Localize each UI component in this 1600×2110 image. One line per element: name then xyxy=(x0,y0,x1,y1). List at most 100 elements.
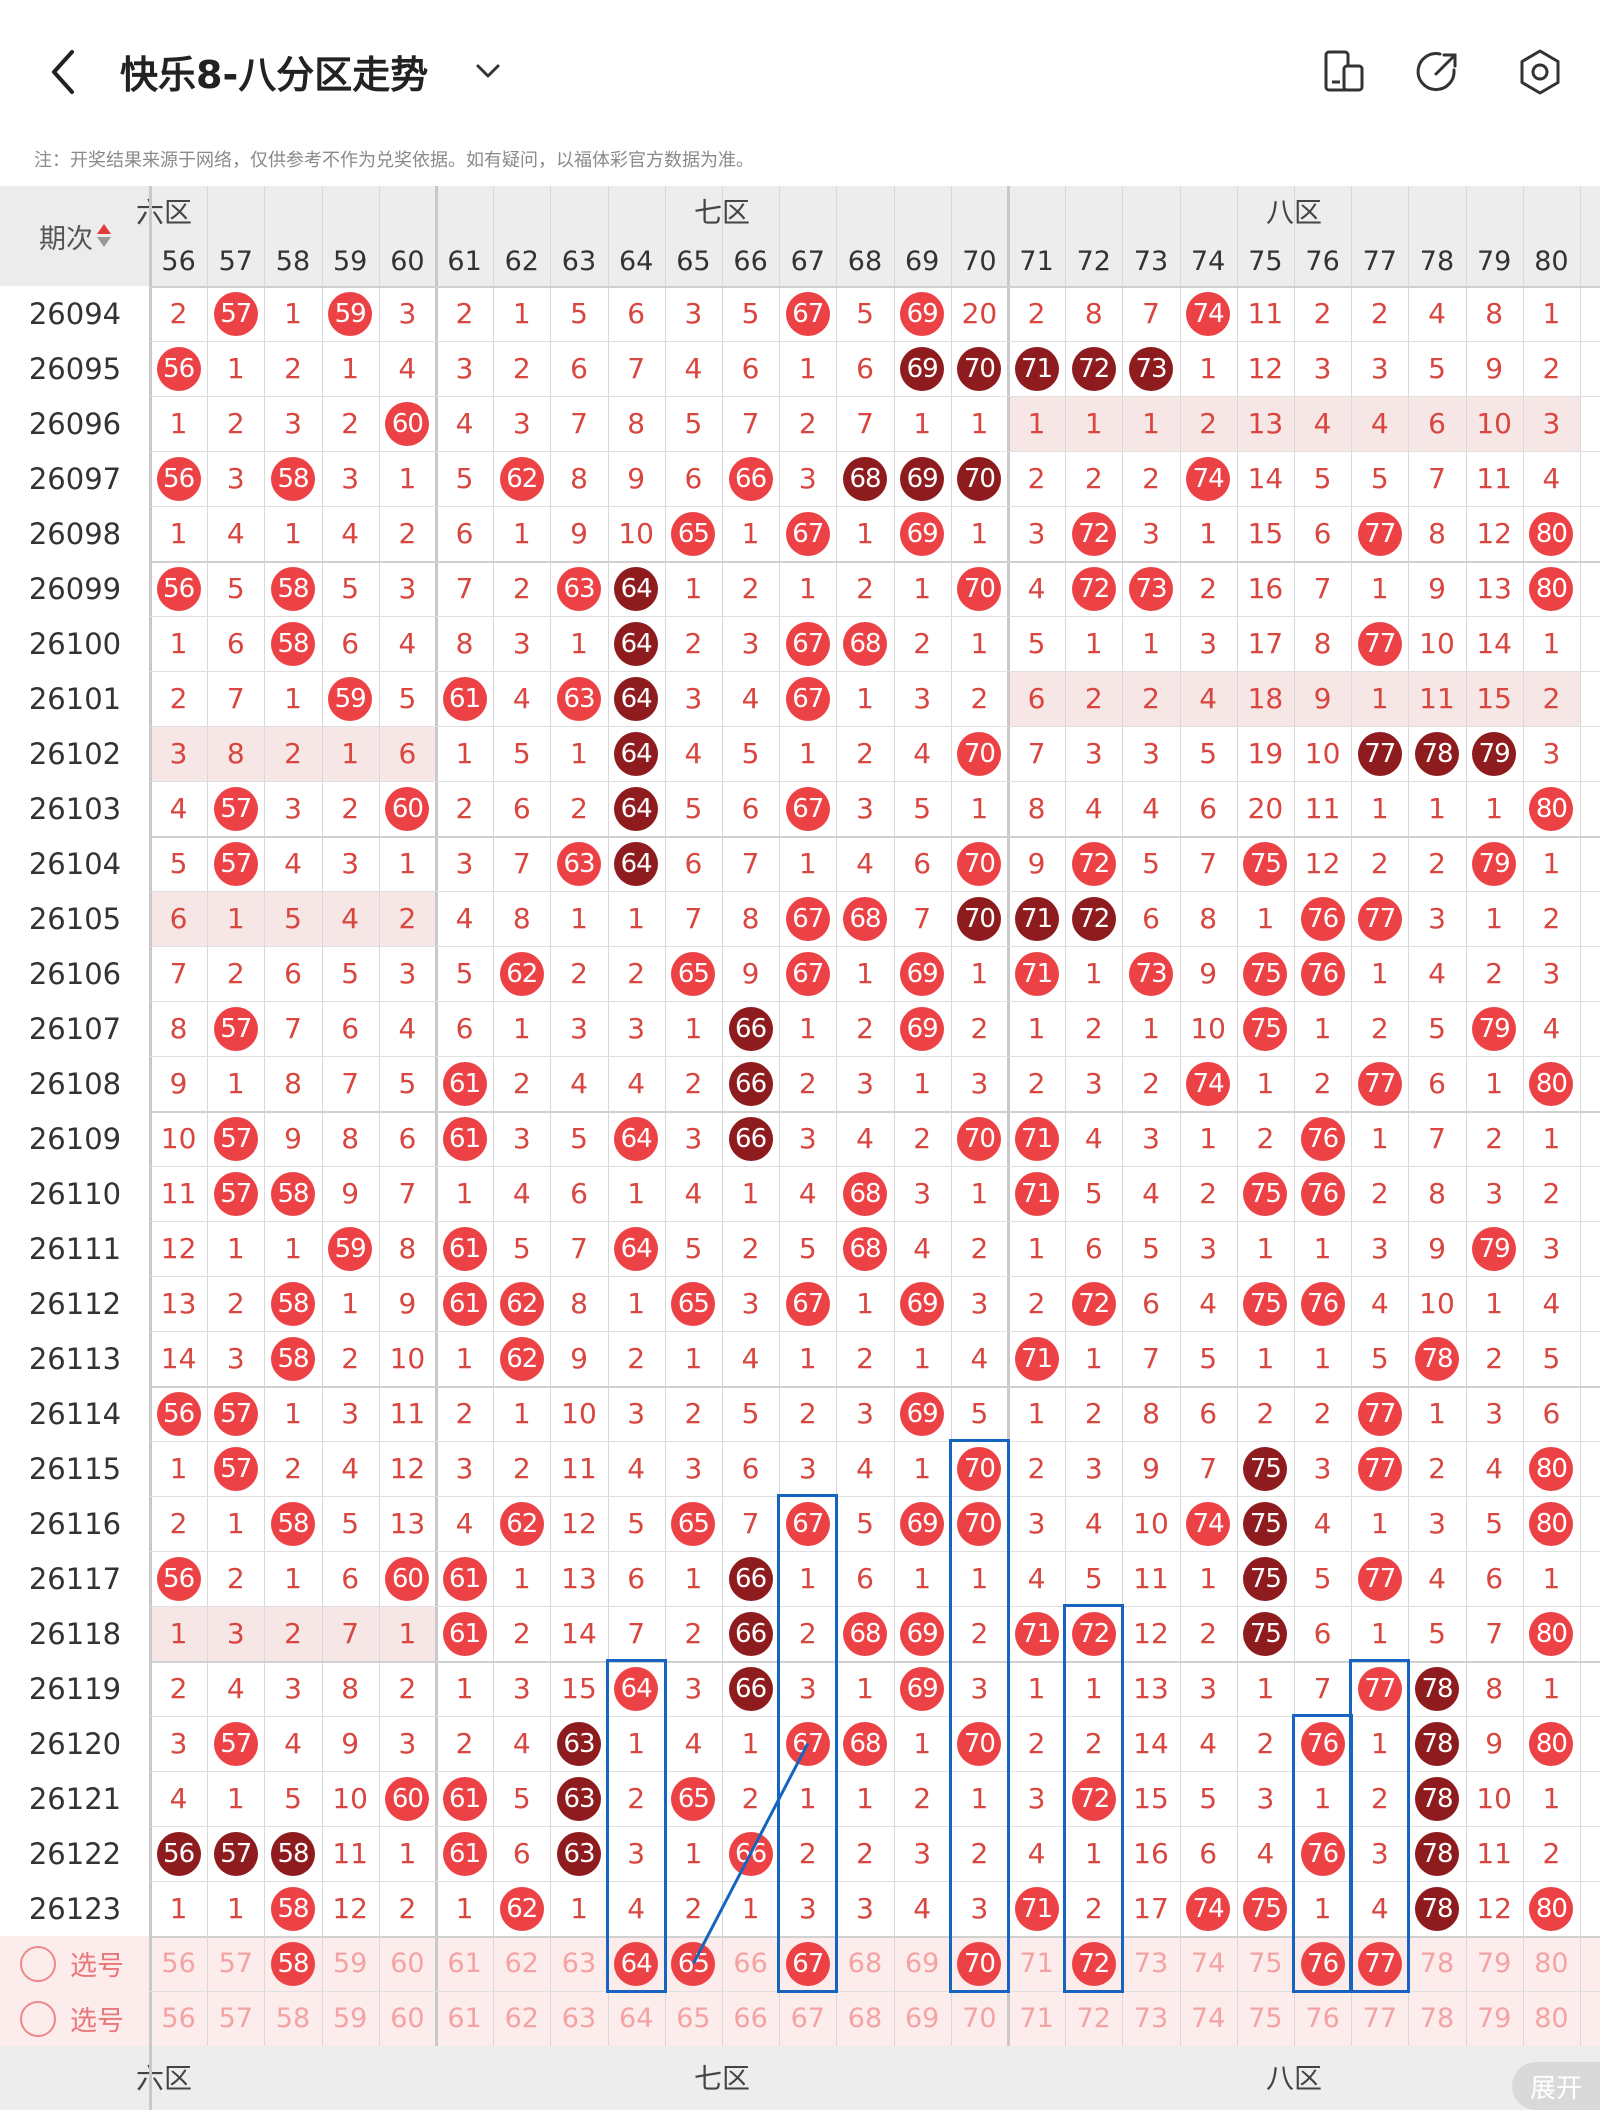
hit-ball: 69 xyxy=(900,1281,945,1326)
table-cell: 67 xyxy=(779,671,836,726)
hit-ball: 69 xyxy=(900,951,945,996)
table-cell: 11 xyxy=(389,1397,426,1430)
hit-ball: 57 xyxy=(213,841,258,886)
table-cell: 6 xyxy=(570,1177,588,1210)
number-header: 66 xyxy=(733,245,768,277)
table-cell: 1 xyxy=(1256,1067,1275,1100)
sort-icon[interactable] xyxy=(97,224,111,248)
table-cell: 57 xyxy=(207,1441,264,1496)
table-cell: 5 xyxy=(512,1232,531,1265)
table-cell: 10 xyxy=(1419,627,1455,660)
hit-ball: 75 xyxy=(1243,1886,1288,1931)
table-cell: 4 xyxy=(856,1122,874,1155)
table-cell: 11 xyxy=(1419,682,1455,715)
table-cell: 3 xyxy=(226,1617,245,1650)
table-cell: 56 xyxy=(150,561,207,616)
table-cell: 67 xyxy=(779,781,836,836)
select-radio-icon[interactable] xyxy=(20,1945,56,1982)
table-cell: 7 xyxy=(1485,1617,1504,1650)
select-label-text: 选号 xyxy=(70,1951,124,1982)
table-cell: 80 xyxy=(1523,1606,1580,1661)
table-cell: 1 xyxy=(1084,627,1103,660)
page-title[interactable]: 快乐8-八分区走势 xyxy=(120,53,429,97)
table-cell: 70 xyxy=(951,1496,1008,1551)
table-cell: 3 xyxy=(1199,1672,1218,1705)
number-header: 65 xyxy=(676,245,711,277)
table-cell: 3 xyxy=(1199,1232,1218,1265)
table-cell: 8 xyxy=(512,902,531,935)
hit-ball: 70 xyxy=(957,566,1002,611)
period-header[interactable]: 期次 xyxy=(0,186,150,286)
table-cell: 6 xyxy=(398,1122,417,1155)
select-label[interactable]: 选号 xyxy=(0,1936,150,1991)
select-number[interactable]: 56 xyxy=(161,1948,196,1979)
table-cell: 4 xyxy=(1370,1892,1389,1925)
hit-ball: 71 xyxy=(1014,1886,1059,1931)
table-cell: 56 xyxy=(150,341,207,396)
table-cell: 57 xyxy=(207,781,264,836)
number-header: 62 xyxy=(504,245,539,277)
hit-ball: 60 xyxy=(385,1776,430,1821)
device-icon[interactable] xyxy=(1318,46,1370,98)
table-cell: 4 xyxy=(684,737,703,770)
back-icon[interactable] xyxy=(38,42,90,102)
table-cell: 11 xyxy=(1133,1562,1169,1595)
table-cell: 5 xyxy=(1428,1012,1446,1045)
share-icon[interactable] xyxy=(1412,46,1464,98)
table-cell: 1 xyxy=(627,902,646,935)
hit-ball: 71 xyxy=(1014,951,1059,996)
table-cell: 5 xyxy=(1428,1617,1446,1650)
table-cell: 2 xyxy=(1542,682,1561,715)
table-cell: 4 xyxy=(1142,1177,1160,1210)
table-cell: 4 xyxy=(684,352,703,385)
table-cell: 1 xyxy=(341,352,360,385)
table-cell: 62 xyxy=(493,1276,550,1331)
hit-ball: 68 xyxy=(842,621,887,666)
table-cell: 76 xyxy=(1294,946,1351,1001)
table-cell: 11 xyxy=(1247,297,1284,330)
table-cell: 1 xyxy=(970,1177,989,1210)
table-cell: 1 xyxy=(1370,1507,1389,1540)
table-cell: 1 xyxy=(684,1342,703,1375)
table-cell: 3 xyxy=(684,1672,703,1705)
table-cell: 2 xyxy=(284,1617,302,1650)
expand-button[interactable]: 展开 xyxy=(1512,2062,1600,2110)
hit-ball: 72 xyxy=(1071,841,1116,886)
table-cell: 1 xyxy=(798,572,817,605)
hit-ball: 69 xyxy=(900,1391,945,1436)
table-cell: 6 xyxy=(856,352,874,385)
period-cell: 26103 xyxy=(0,781,150,836)
table-cell: 2 xyxy=(1027,1287,1046,1320)
table-cell: 64 xyxy=(608,561,665,616)
table-cell: 2 xyxy=(1542,1837,1561,1870)
number-header: 72 xyxy=(1076,245,1111,277)
table-cell: 68 xyxy=(836,1716,893,1771)
settings-icon[interactable] xyxy=(1514,46,1566,98)
hit-ball: 61 xyxy=(442,1281,487,1326)
table-cell: 78 xyxy=(1408,1826,1465,1881)
period-cell: 26110 xyxy=(0,1166,150,1221)
table-cell: 1 xyxy=(684,1562,703,1595)
table-cell: 7 xyxy=(627,352,646,385)
period-cell: 26116 xyxy=(0,1496,150,1551)
table-cell: 20 xyxy=(1247,792,1284,825)
chevron-down-icon[interactable] xyxy=(470,54,506,90)
table-cell: 4 xyxy=(1370,407,1389,440)
table-cell: 4 xyxy=(913,1232,932,1265)
table-cell: 3 xyxy=(398,957,417,990)
table-cell: 3 xyxy=(398,297,417,330)
table-cell: 4 xyxy=(341,517,360,550)
table-cell: 2 xyxy=(1370,297,1389,330)
table-cell: 5 xyxy=(512,737,531,770)
hit-ball: 69 xyxy=(900,511,945,556)
table-cell: 7 xyxy=(455,572,474,605)
table-cell: 11 xyxy=(332,1837,368,1870)
table-cell: 63 xyxy=(550,1716,607,1771)
hit-ball: 67 xyxy=(785,1281,830,1326)
hit-ball: 65 xyxy=(671,951,716,996)
table-cell: 1 xyxy=(398,1837,417,1870)
table-cell: 10 xyxy=(1190,1012,1226,1045)
table-cell: 2 xyxy=(741,1782,760,1815)
table-cell: 60 xyxy=(379,1551,436,1606)
table-cell: 5 xyxy=(570,297,588,330)
